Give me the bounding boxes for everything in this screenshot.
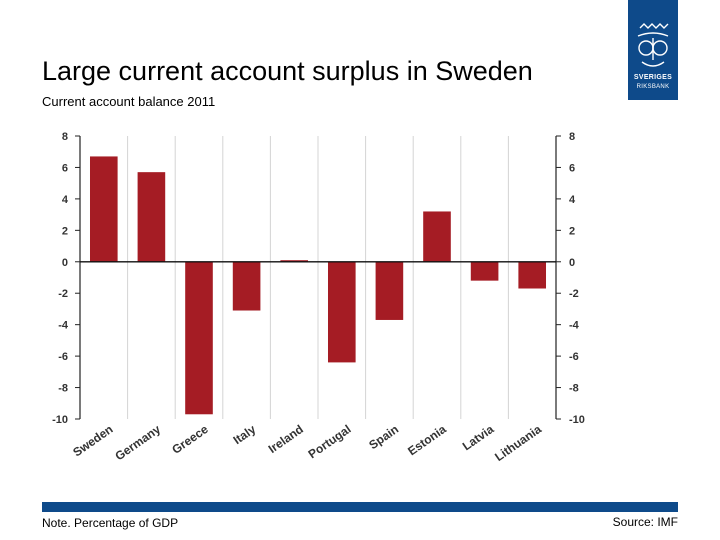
logo-wordmark-line1: SVERIGES bbox=[633, 74, 673, 81]
y-tick-label-left: 8 bbox=[62, 131, 68, 143]
y-tick-label-left: -4 bbox=[58, 320, 69, 332]
bar-lithuania bbox=[518, 261, 547, 289]
y-tick-label-left: 4 bbox=[62, 194, 69, 206]
chart-subtitle: Current account balance 2011 bbox=[42, 94, 216, 109]
x-tick-label-lithuania: Lithuania bbox=[492, 422, 544, 464]
x-tick-label-greece: Greece bbox=[169, 422, 211, 457]
y-tick-label-left: 2 bbox=[62, 225, 68, 237]
x-tick-label-germany: Germany bbox=[112, 422, 163, 463]
bar-germany bbox=[137, 172, 166, 262]
bar-latvia bbox=[470, 261, 499, 281]
bar-italy bbox=[232, 261, 261, 311]
y-tick-label-right: 8 bbox=[569, 131, 575, 143]
bar-estonia bbox=[423, 211, 451, 262]
y-tick-label-left: -2 bbox=[58, 288, 68, 300]
footer-source: Source: IMF bbox=[612, 515, 678, 529]
x-tick-label-estonia: Estonia bbox=[405, 422, 449, 459]
x-tick-label-sweden: Sweden bbox=[70, 422, 115, 459]
y-tick-label-right: -10 bbox=[569, 414, 585, 426]
chart-axes bbox=[75, 135, 561, 420]
bar-sweden bbox=[89, 156, 118, 262]
x-tick-label-portugal: Portugal bbox=[306, 422, 354, 461]
bar-portugal bbox=[327, 261, 356, 363]
x-tick-label-latvia: Latvia bbox=[460, 422, 497, 454]
page-title: Large current account surplus in Sweden bbox=[42, 56, 533, 86]
x-tick-label-italy: Italy bbox=[231, 422, 259, 447]
riksbank-logo: SVERIGES RIKSBANK bbox=[628, 0, 678, 100]
x-tick-label-ireland: Ireland bbox=[266, 422, 306, 456]
y-tick-label-right: -6 bbox=[569, 351, 579, 363]
logo-wordmark-line2: RIKSBANK bbox=[636, 84, 670, 90]
y-tick-label-right: 6 bbox=[569, 162, 575, 174]
footer-note: Note. Percentage of GDP bbox=[42, 516, 179, 530]
y-tick-label-left: 0 bbox=[62, 257, 68, 269]
y-tick-label-right: 0 bbox=[569, 257, 575, 269]
bar-greece bbox=[185, 261, 213, 415]
y-tick-label-right: -8 bbox=[569, 383, 579, 395]
y-tick-label-right: 2 bbox=[569, 225, 575, 237]
crown-crest-icon bbox=[637, 23, 669, 67]
y-tick-label-left: -8 bbox=[58, 383, 68, 395]
y-tick-label-right: 4 bbox=[569, 194, 576, 206]
chart-gridlines bbox=[127, 136, 509, 419]
y-tick-label-left: -6 bbox=[58, 351, 68, 363]
y-tick-label-right: -2 bbox=[569, 288, 579, 300]
y-tick-label-left: 6 bbox=[62, 162, 68, 174]
chart-bars bbox=[89, 156, 547, 415]
bar-spain bbox=[375, 261, 404, 320]
bar-ireland bbox=[280, 260, 309, 262]
footer-bar bbox=[42, 502, 678, 512]
y-tick-label-left: -10 bbox=[52, 414, 68, 426]
y-tick-label-right: -4 bbox=[569, 320, 580, 332]
x-tick-label-spain: Spain bbox=[366, 422, 401, 452]
